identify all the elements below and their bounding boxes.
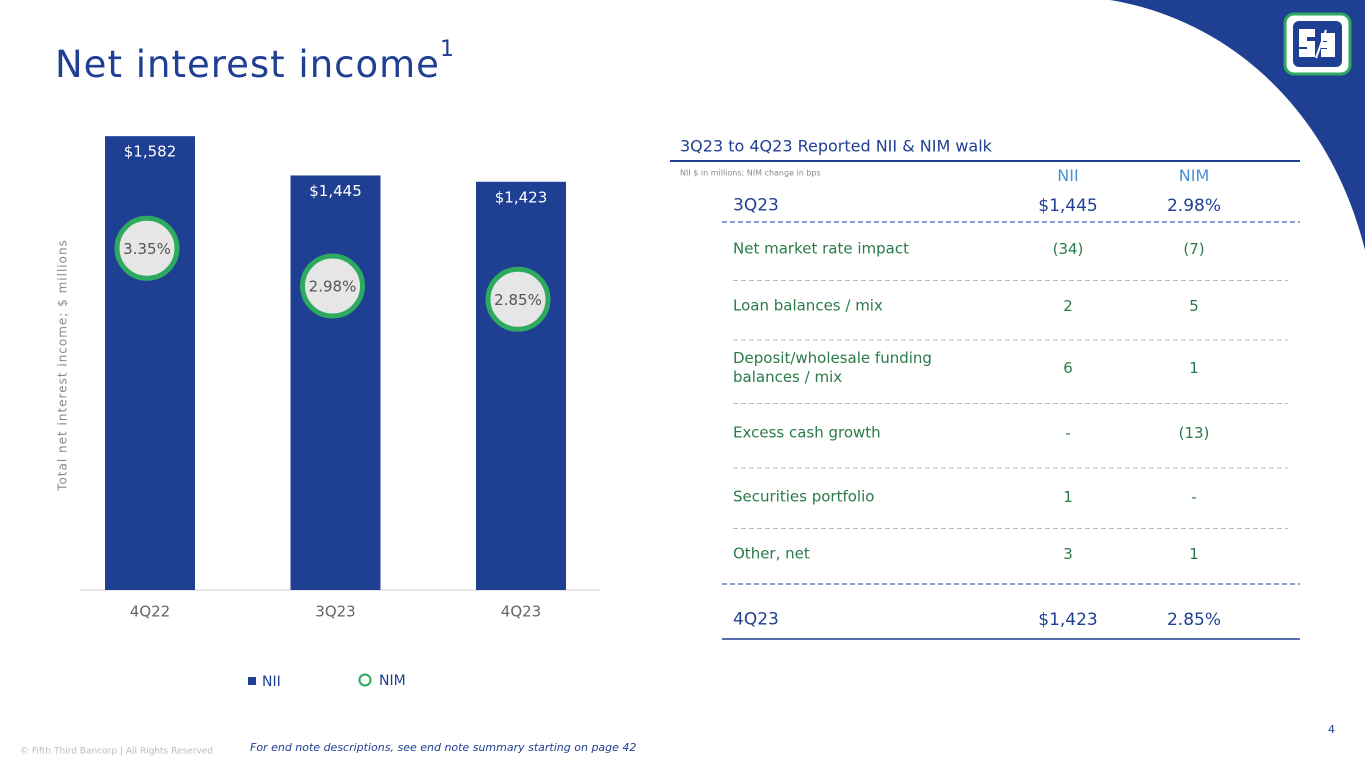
- nim-label: 3.35%: [123, 240, 171, 258]
- title: Net interest income1: [55, 37, 455, 86]
- endnote: For end note descriptions, see end note …: [250, 741, 636, 754]
- table-cell: (13): [1178, 424, 1210, 442]
- table-cell: Other, net: [733, 544, 810, 563]
- summary-cell: 3Q23: [733, 195, 779, 216]
- summary-cell: 2.85%: [1166, 610, 1221, 630]
- table-cell: -: [1191, 488, 1197, 506]
- legend-swatch: [358, 673, 372, 687]
- summary-cell: $1,423: [1038, 610, 1098, 630]
- table-cell: Deposit/wholesale funding balances / mix: [733, 349, 932, 386]
- column-header: NIM: [1178, 166, 1210, 185]
- summary-cell: 4Q23: [733, 609, 779, 630]
- title-text: Net interest income: [55, 43, 440, 86]
- nim-label: 2.98%: [309, 278, 357, 296]
- nim-marker: [485, 266, 551, 332]
- logo-mark: [1299, 29, 1335, 59]
- table-cell: 3: [1063, 545, 1073, 563]
- legend-label: NIM: [379, 673, 406, 689]
- page-number: 4: [1328, 723, 1335, 736]
- table-cell: -: [1065, 424, 1071, 442]
- table-note: NII $ in millions; NIM change in bps: [680, 169, 821, 178]
- y-axis-label: Total net interest income; $ millions: [56, 239, 70, 492]
- x-tick-label: 4Q22: [130, 603, 170, 621]
- table-cell: 2: [1063, 297, 1073, 315]
- bar: [290, 175, 381, 590]
- legend-label: NII: [262, 674, 281, 690]
- bar-label: $1,423: [495, 188, 548, 206]
- table-cell: Loan balances / mix: [733, 296, 883, 315]
- bar-label: $1,582: [124, 143, 177, 161]
- table-cell: (34): [1052, 240, 1084, 258]
- table-cell: (7): [1183, 240, 1205, 258]
- bar: [105, 136, 195, 590]
- copyright: © Fifth Third Bancorp | All Rights Reser…: [20, 747, 213, 757]
- x-tick-label: 4Q23: [501, 603, 541, 621]
- nim-label: 2.85%: [494, 291, 542, 309]
- x-tick-label: 3Q23: [315, 603, 355, 621]
- table-cell: 1: [1189, 359, 1199, 377]
- table-title: 3Q23 to 4Q23 Reported NII & NIM walk: [680, 137, 993, 156]
- table-cell: Excess cash growth: [733, 423, 881, 442]
- summary-cell: 2.98%: [1166, 196, 1221, 216]
- column-header: NII: [1057, 166, 1079, 185]
- bar: [476, 181, 566, 591]
- table-cell: 1: [1189, 545, 1199, 563]
- bar-label: $1,445: [309, 182, 362, 200]
- table-cell: 1: [1063, 488, 1073, 506]
- table-cell: 6: [1063, 359, 1073, 377]
- table-cell: Net market rate impact: [733, 239, 909, 258]
- table-cell: 5: [1189, 297, 1199, 315]
- summary-cell: $1,445: [1038, 196, 1098, 216]
- nim-marker: [300, 253, 365, 319]
- legend-swatch: [248, 677, 256, 685]
- nim-marker: [114, 215, 180, 281]
- title-note: 1: [440, 37, 455, 62]
- table-cell: Securities portfolio: [733, 487, 875, 506]
